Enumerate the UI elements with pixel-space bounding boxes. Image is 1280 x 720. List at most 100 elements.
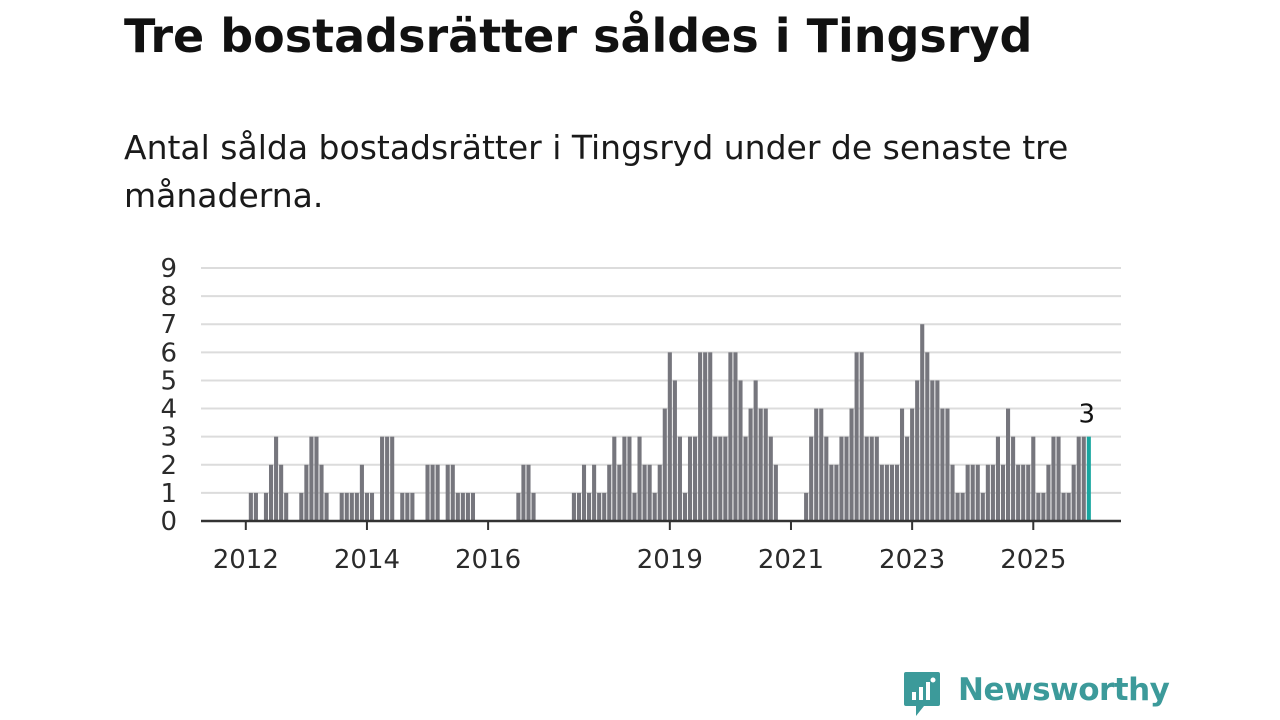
y-tick-label: 6	[160, 338, 177, 368]
x-tick-label: 2019	[637, 545, 703, 575]
bar	[369, 492, 375, 521]
bar	[854, 352, 859, 521]
bar	[354, 492, 359, 521]
bar	[920, 324, 925, 521]
bar	[698, 352, 703, 521]
bar	[728, 352, 733, 521]
bar	[526, 464, 531, 521]
bar	[693, 436, 698, 521]
bar	[869, 436, 874, 521]
bar	[455, 492, 460, 521]
bar	[970, 464, 975, 521]
bar	[960, 492, 965, 521]
bar	[758, 408, 763, 521]
bar	[465, 492, 470, 521]
y-tick-label: 0	[160, 507, 177, 537]
bar	[768, 436, 773, 521]
bar	[1046, 464, 1051, 521]
bar	[975, 464, 980, 521]
bar	[602, 492, 607, 521]
bar	[652, 492, 657, 521]
y-tick-label: 2	[160, 451, 177, 481]
bar	[1076, 436, 1081, 521]
bar	[718, 436, 723, 521]
bar	[1031, 436, 1036, 521]
x-tick-label: 2014	[334, 545, 400, 575]
bar	[430, 464, 435, 521]
bar	[829, 464, 834, 521]
bar	[1026, 464, 1031, 521]
bar	[733, 352, 738, 521]
bar	[708, 352, 713, 521]
bar	[834, 464, 839, 521]
bar	[1016, 464, 1021, 521]
bar	[995, 436, 1000, 521]
bar	[738, 380, 743, 521]
bar	[571, 492, 576, 521]
bar	[1051, 436, 1056, 521]
bar	[899, 408, 905, 521]
bar	[682, 492, 688, 521]
newsworthy-logo-text: Newsworthy	[958, 672, 1170, 708]
y-tick-label: 8	[160, 282, 177, 312]
x-tick-label: 2016	[455, 545, 521, 575]
bar	[339, 492, 344, 521]
bar	[748, 408, 753, 521]
bar	[359, 464, 364, 521]
bar	[581, 464, 587, 521]
bar	[889, 464, 894, 521]
bar	[592, 464, 597, 521]
bar	[723, 436, 728, 521]
bar	[390, 436, 395, 521]
bar	[657, 464, 662, 521]
bar	[950, 464, 955, 521]
bar	[425, 464, 430, 521]
bar	[955, 492, 960, 521]
bar	[400, 492, 405, 521]
bar	[304, 464, 309, 521]
bar	[385, 436, 390, 521]
bar	[576, 492, 582, 521]
bar	[703, 352, 708, 521]
bar	[617, 464, 622, 521]
bar	[894, 464, 900, 521]
bars	[248, 324, 1091, 521]
bar	[935, 380, 940, 521]
bar	[839, 436, 844, 521]
bar	[814, 408, 819, 521]
bar	[516, 492, 521, 521]
bar	[864, 436, 869, 521]
bar	[405, 492, 410, 521]
bar	[753, 380, 758, 521]
bar	[990, 464, 995, 521]
bar	[299, 492, 304, 521]
bar	[612, 436, 617, 521]
y-tick-label: 9	[160, 254, 177, 284]
y-tick-label: 7	[160, 310, 177, 340]
bar	[632, 492, 637, 521]
bar	[1000, 464, 1006, 521]
bar	[284, 492, 289, 521]
bar	[435, 464, 440, 521]
bar	[1061, 492, 1066, 521]
bar	[874, 436, 879, 521]
bar	[622, 436, 627, 521]
bar	[268, 464, 274, 521]
bar	[460, 492, 465, 521]
bar	[637, 436, 642, 521]
bar	[314, 436, 319, 521]
bar	[607, 464, 612, 521]
y-tick-label: 5	[160, 366, 177, 396]
y-tick-label: 3	[160, 423, 177, 453]
bar	[410, 492, 415, 521]
bar	[253, 492, 258, 521]
bar	[263, 492, 269, 521]
bar	[763, 408, 768, 521]
bar	[945, 408, 950, 521]
bar	[521, 464, 526, 521]
bar	[1011, 436, 1016, 521]
newsworthy-logo-icon	[904, 672, 940, 716]
bar	[380, 436, 385, 521]
x-tick-label: 2012	[213, 545, 279, 575]
